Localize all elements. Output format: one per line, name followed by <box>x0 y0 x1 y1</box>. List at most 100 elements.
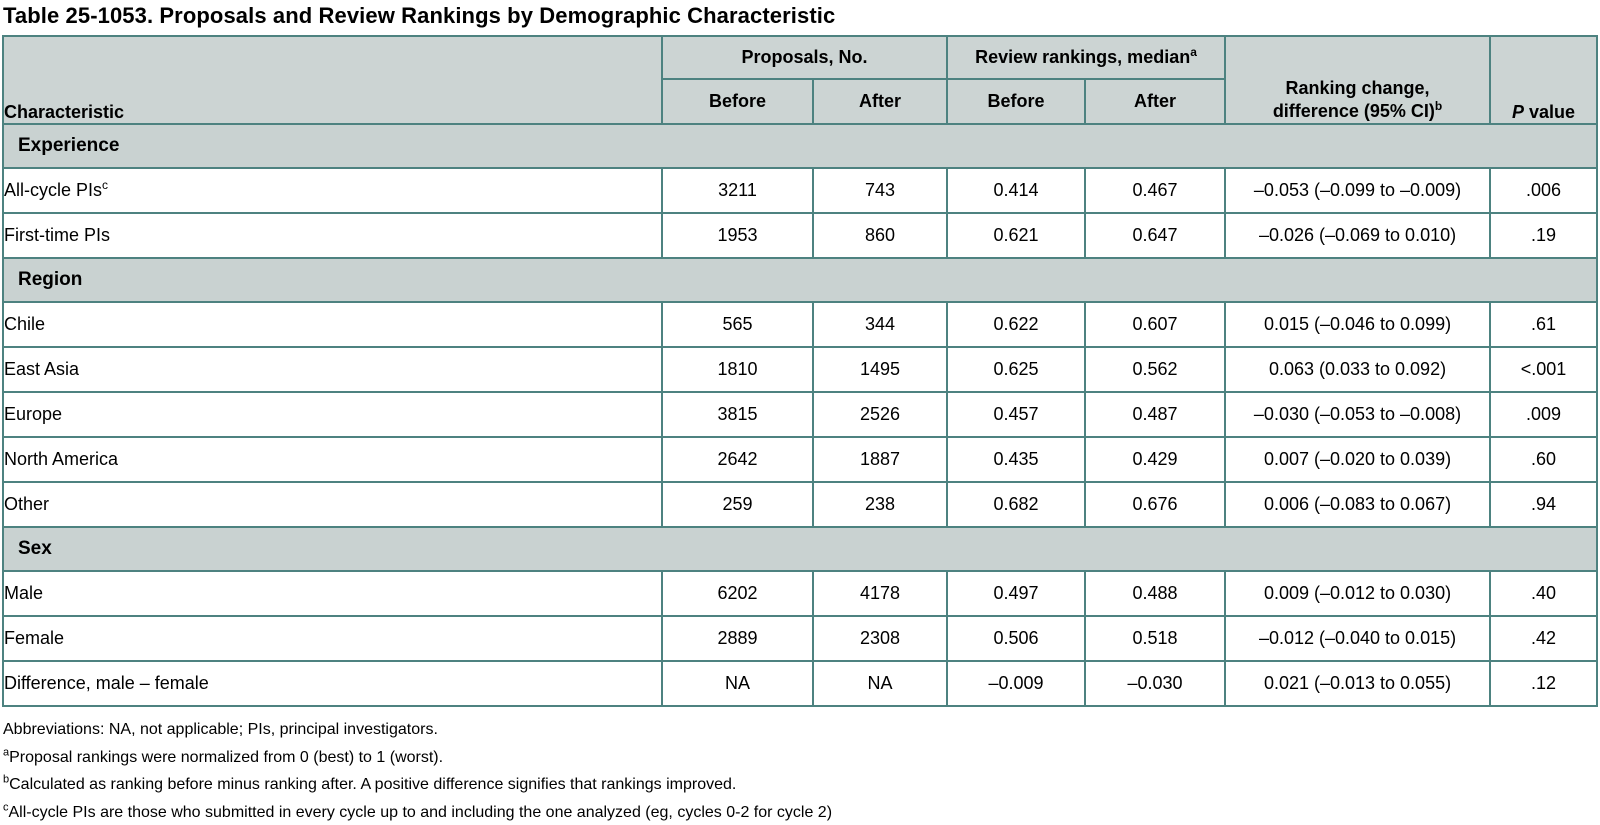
cell-rankings-before: 0.622 <box>946 301 1086 348</box>
section-row-experience: Experience <box>1 123 1599 169</box>
cell-p-value: .006 <box>1489 167 1599 214</box>
cell-rankings-before: 0.435 <box>946 436 1086 483</box>
cell-p-value: .94 <box>1489 481 1599 528</box>
cell-proposals-after: 743 <box>812 167 948 214</box>
cell-rankings-before: 0.414 <box>946 167 1086 214</box>
footnote-text: Calculated as ranking before minus ranki… <box>9 776 737 793</box>
row-label: All-cycle PIs <box>4 180 103 200</box>
table-row: Other 259 238 0.682 0.676 0.006 (–0.083 … <box>2 481 1599 528</box>
page-title: Table 25-1053. Proposals and Review Rank… <box>3 3 836 28</box>
cell-rankings-after: 0.676 <box>1083 481 1227 528</box>
cell-proposals-after: 1887 <box>812 436 948 483</box>
header-sub-row: Before After Before After <box>3 78 1597 125</box>
cell-rankings-after: 0.487 <box>1083 391 1227 438</box>
cell-p-value: .40 <box>1489 570 1599 617</box>
footnote-c: cAll-cycle PIs are those who submitted i… <box>3 799 1600 825</box>
cell-p-value: .19 <box>1489 212 1599 259</box>
cell-proposals-before: 2642 <box>661 436 814 483</box>
footnote-b-marker: b <box>3 773 10 786</box>
cell-proposals-before: 2889 <box>661 615 814 662</box>
cell-proposals-before: 3815 <box>661 391 814 438</box>
header-group-row: Characteristic Proposals, No. Review ran… <box>2 35 1599 125</box>
table-row: Chile 565 344 0.622 0.607 0.015 (–0.046 … <box>2 301 1599 348</box>
footnote-a: aProposal rankings were normalized from … <box>3 744 1600 772</box>
footnotes: Abbreviations: NA, not applicable; PIs, … <box>3 716 1600 825</box>
cell-rankings-before: 0.457 <box>946 391 1086 438</box>
group-header-proposals-label: Proposals, No. <box>741 47 868 67</box>
section-label: Experience <box>1 123 1599 169</box>
footnote-abbreviations: Abbreviations: NA, not applicable; PIs, … <box>3 716 1600 744</box>
cell-characteristic: Europe <box>2 391 663 438</box>
cell-ranking-change: –0.030 (–0.053 to –0.008) <box>1224 391 1492 438</box>
col-header-proposals-before: Before <box>661 78 814 125</box>
cell-proposals-after: 2308 <box>812 615 948 662</box>
cell-p-value: .12 <box>1489 660 1599 707</box>
cell-ranking-change: 0.063 (0.033 to 0.092) <box>1224 346 1492 393</box>
footnote-b: bCalculated as ranking before minus rank… <box>3 771 1600 799</box>
cell-ranking-change: 0.021 (–0.013 to 0.055) <box>1224 660 1492 707</box>
cell-characteristic: Chile <box>2 301 663 348</box>
ranking-change-line1: Ranking change, <box>1285 78 1430 98</box>
cell-rankings-after: 0.488 <box>1083 570 1227 617</box>
cell-rankings-before: 0.682 <box>946 481 1086 528</box>
cell-characteristic: East Asia <box>2 346 663 393</box>
cell-rankings-before: 0.497 <box>946 570 1086 617</box>
col-header-p-value: P value <box>1489 35 1599 125</box>
group-header-rankings: Review rankings, mediana <box>945 35 1227 80</box>
cell-proposals-after: 4178 <box>812 570 948 617</box>
cell-proposals-before: 1810 <box>661 346 814 393</box>
cell-p-value: .61 <box>1489 301 1599 348</box>
cell-ranking-change: –0.012 (–0.040 to 0.015) <box>1224 615 1492 662</box>
cell-rankings-after: 0.607 <box>1083 301 1227 348</box>
cell-proposals-after: 2526 <box>812 391 948 438</box>
cell-proposals-after: 860 <box>812 212 948 259</box>
footnote-text: All-cycle PIs are those who submitted in… <box>8 803 833 821</box>
table-row: Male 6202 4178 0.497 0.488 0.009 (–0.012… <box>2 570 1599 617</box>
cell-rankings-after: –0.030 <box>1083 660 1227 707</box>
cell-characteristic: Difference, male – female <box>2 660 663 707</box>
table-row: All-cycle PIsc 3211 743 0.414 0.467 –0.0… <box>2 167 1599 214</box>
cell-rankings-after: 0.647 <box>1083 212 1227 259</box>
cell-ranking-change: 0.015 (–0.046 to 0.099) <box>1224 301 1492 348</box>
cell-characteristic: North America <box>2 436 663 483</box>
section-label: Region <box>1 257 1599 303</box>
p-value-rest: value <box>1524 102 1576 122</box>
cell-p-value: .009 <box>1489 391 1599 438</box>
cell-ranking-change: 0.007 (–0.020 to 0.039) <box>1224 436 1492 483</box>
footnote-text: Proposal rankings were normalized from 0… <box>9 748 444 766</box>
p-value-italic: P <box>1511 102 1524 122</box>
cell-characteristic: Other <box>2 481 663 528</box>
cell-characteristic: All-cycle PIsc <box>2 167 663 214</box>
cell-ranking-change: 0.009 (–0.012 to 0.030) <box>1224 570 1492 617</box>
footnote-marker-b: b <box>1434 99 1443 113</box>
cell-rankings-before: 0.625 <box>946 346 1086 393</box>
col-header-characteristic: Characteristic <box>2 35 663 125</box>
cell-p-value: <.001 <box>1489 346 1599 393</box>
cell-proposals-before: 1953 <box>661 212 814 259</box>
table-body: Experience All-cycle PIsc 3211 743 0.414… <box>1 123 1599 707</box>
cell-characteristic: Male <box>2 570 663 617</box>
cell-proposals-after: 1495 <box>812 346 948 393</box>
section-row-sex: Sex <box>1 526 1599 572</box>
cell-characteristic: Female <box>2 615 663 662</box>
group-header-proposals: Proposals, No. <box>661 35 948 80</box>
cell-proposals-before: 3211 <box>661 167 814 214</box>
footnote-text: Abbreviations: NA, not applicable; PIs, … <box>3 721 438 738</box>
cell-proposals-before: 6202 <box>661 570 814 617</box>
cell-proposals-after: 344 <box>812 301 948 348</box>
footnote-marker-a: a <box>1190 45 1197 59</box>
col-header-ranking-change: Ranking change, difference (95% CI)b <box>1224 35 1492 125</box>
table-row: Female 2889 2308 0.506 0.518 –0.012 (–0.… <box>2 615 1599 662</box>
cell-rankings-after: 0.518 <box>1083 615 1227 662</box>
table-row: Difference, male – female NA NA –0.009 –… <box>2 660 1599 707</box>
group-header-rankings-label: Review rankings, median <box>975 47 1191 67</box>
cell-ranking-change: –0.053 (–0.099 to –0.009) <box>1224 167 1492 214</box>
table-row: First-time PIs 1953 860 0.621 0.647 –0.0… <box>2 212 1599 259</box>
cell-ranking-change: 0.006 (–0.083 to 0.067) <box>1224 481 1492 528</box>
cell-proposals-before: NA <box>661 660 814 707</box>
col-header-characteristic-label: Characteristic <box>4 102 125 122</box>
cell-rankings-after: 0.467 <box>1083 167 1227 214</box>
data-table: Characteristic Proposals, No. Review ran… <box>1 35 1599 707</box>
table-row: Europe 3815 2526 0.457 0.487 –0.030 (–0.… <box>2 391 1599 438</box>
